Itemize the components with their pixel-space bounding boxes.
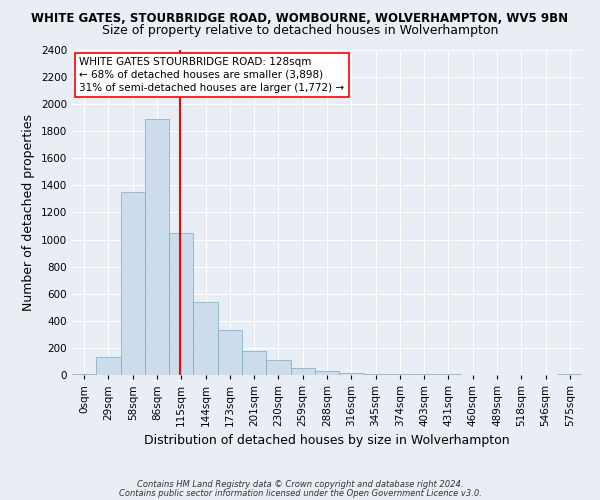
Bar <box>412 374 436 375</box>
Bar <box>72 374 96 375</box>
Bar <box>266 360 290 375</box>
Bar <box>169 233 193 375</box>
Bar <box>339 373 364 375</box>
Bar <box>290 368 315 375</box>
Bar <box>193 302 218 375</box>
Bar <box>364 374 388 375</box>
Text: WHITE GATES STOURBRIDGE ROAD: 128sqm
← 68% of detached houses are smaller (3,898: WHITE GATES STOURBRIDGE ROAD: 128sqm ← 6… <box>79 57 344 93</box>
Text: Contains public sector information licensed under the Open Government Licence v3: Contains public sector information licen… <box>119 488 481 498</box>
Bar <box>96 358 121 375</box>
Bar <box>388 374 412 375</box>
Text: Size of property relative to detached houses in Wolverhampton: Size of property relative to detached ho… <box>102 24 498 37</box>
Bar <box>242 352 266 375</box>
Text: WHITE GATES, STOURBRIDGE ROAD, WOMBOURNE, WOLVERHAMPTON, WV5 9BN: WHITE GATES, STOURBRIDGE ROAD, WOMBOURNE… <box>31 12 569 26</box>
Bar <box>558 374 582 375</box>
Bar <box>436 374 461 375</box>
Bar <box>121 192 145 375</box>
Bar <box>145 119 169 375</box>
X-axis label: Distribution of detached houses by size in Wolverhampton: Distribution of detached houses by size … <box>144 434 510 448</box>
Bar <box>315 371 339 375</box>
Text: Contains HM Land Registry data © Crown copyright and database right 2024.: Contains HM Land Registry data © Crown c… <box>137 480 463 489</box>
Y-axis label: Number of detached properties: Number of detached properties <box>22 114 35 311</box>
Bar <box>218 330 242 375</box>
